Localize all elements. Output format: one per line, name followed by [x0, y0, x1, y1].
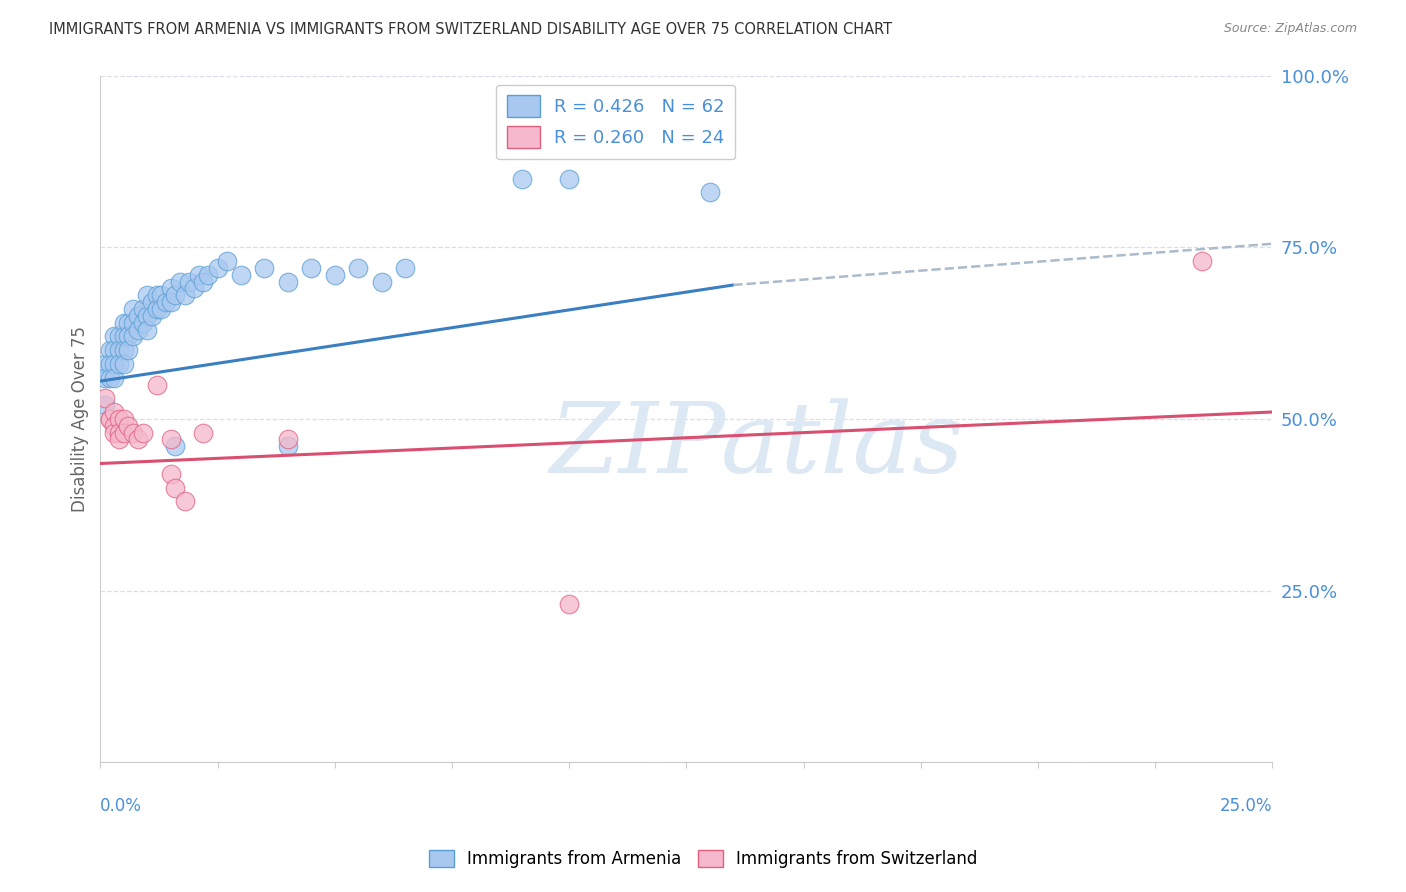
Point [277, 433, 299, 447]
Point [299, 260, 322, 275]
Point [173, 494, 195, 508]
Point [277, 439, 299, 453]
Point [122, 316, 145, 330]
Point [94, 398, 117, 412]
Point [103, 425, 125, 440]
Point [197, 268, 219, 282]
Point [117, 316, 139, 330]
Point [179, 275, 201, 289]
Point [159, 467, 181, 481]
Point [165, 481, 187, 495]
Point [112, 425, 135, 440]
Point [112, 329, 135, 343]
Point [103, 343, 125, 358]
Legend: Immigrants from Armenia, Immigrants from Switzerland: Immigrants from Armenia, Immigrants from… [422, 843, 984, 875]
Point [159, 295, 181, 310]
Point [370, 275, 392, 289]
Point [141, 309, 163, 323]
Point [112, 357, 135, 371]
Point [127, 309, 149, 323]
Point [187, 268, 209, 282]
Point [112, 412, 135, 426]
Point [145, 301, 167, 316]
Point [98, 343, 121, 358]
Point [131, 316, 153, 330]
Point [131, 425, 153, 440]
Point [253, 260, 276, 275]
Y-axis label: Disability Age Over 75: Disability Age Over 75 [72, 326, 89, 512]
Point [159, 433, 181, 447]
Point [150, 301, 173, 316]
Point [122, 425, 145, 440]
Point [98, 370, 121, 384]
Point [122, 301, 145, 316]
Point [98, 357, 121, 371]
Point [347, 260, 370, 275]
Point [98, 412, 121, 426]
Point [145, 377, 167, 392]
Point [136, 309, 159, 323]
Point [108, 343, 131, 358]
Point [558, 597, 581, 611]
Point [94, 370, 117, 384]
Point [103, 357, 125, 371]
Point [699, 186, 721, 200]
Point [108, 357, 131, 371]
Text: ZIPatlas: ZIPatlas [550, 399, 965, 494]
Point [394, 260, 416, 275]
Point [103, 329, 125, 343]
Point [145, 288, 167, 302]
Point [150, 288, 173, 302]
Point [193, 275, 215, 289]
Point [122, 329, 145, 343]
Point [173, 288, 195, 302]
Text: Source: ZipAtlas.com: Source: ZipAtlas.com [1223, 22, 1357, 36]
Point [103, 370, 125, 384]
Point [112, 343, 135, 358]
Text: 0.0%: 0.0% [100, 797, 142, 814]
Point [165, 288, 187, 302]
Point [94, 391, 117, 405]
Point [323, 268, 346, 282]
Point [558, 171, 581, 186]
Point [131, 301, 153, 316]
Point [98, 412, 121, 426]
Point [277, 275, 299, 289]
Point [510, 171, 533, 186]
Point [108, 329, 131, 343]
Point [94, 357, 117, 371]
Point [103, 418, 125, 433]
Point [165, 439, 187, 453]
Point [229, 268, 252, 282]
Point [207, 260, 229, 275]
Point [112, 316, 135, 330]
Point [183, 281, 205, 295]
Point [169, 275, 191, 289]
Point [141, 295, 163, 310]
Point [108, 425, 131, 440]
Point [193, 425, 215, 440]
Point [136, 323, 159, 337]
Point [215, 254, 238, 268]
Point [155, 295, 177, 310]
Point [117, 418, 139, 433]
Text: IMMIGRANTS FROM ARMENIA VS IMMIGRANTS FROM SWITZERLAND DISABILITY AGE OVER 75 CO: IMMIGRANTS FROM ARMENIA VS IMMIGRANTS FR… [49, 22, 893, 37]
Point [127, 323, 149, 337]
Point [127, 433, 149, 447]
Point [117, 343, 139, 358]
Point [159, 281, 181, 295]
Text: 25.0%: 25.0% [1220, 797, 1272, 814]
Point [117, 329, 139, 343]
Legend: R = 0.426   N = 62, R = 0.260   N = 24: R = 0.426 N = 62, R = 0.260 N = 24 [496, 85, 735, 160]
Point [1191, 254, 1213, 268]
Point [103, 405, 125, 419]
Point [108, 412, 131, 426]
Point [108, 433, 131, 447]
Point [136, 288, 159, 302]
